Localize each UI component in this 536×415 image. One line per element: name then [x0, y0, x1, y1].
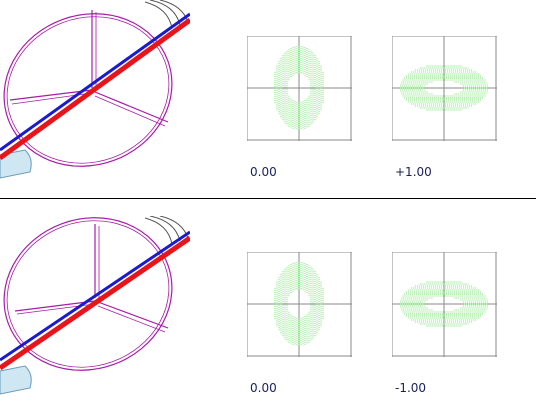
gimbal-illustration	[0, 216, 190, 395]
panel-bottom: 0.00 -1.00	[0, 216, 536, 414]
left-value-label: 0.00	[250, 381, 277, 395]
pattern-plot-left	[247, 36, 352, 141]
gimbal-illustration	[0, 0, 190, 179]
panel-divider	[0, 198, 536, 199]
right-value-label: -1.00	[395, 381, 427, 395]
pattern-plot-left	[247, 252, 352, 357]
3d-viewport[interactable]	[0, 0, 190, 185]
3d-viewport[interactable]	[0, 216, 190, 401]
left-value-label: 0.00	[250, 165, 277, 179]
panel-top: 0.00 +1.00	[0, 0, 536, 198]
right-value-label: +1.00	[395, 165, 432, 179]
pattern-plot-right	[392, 252, 497, 357]
pattern-plot-right	[392, 36, 497, 141]
